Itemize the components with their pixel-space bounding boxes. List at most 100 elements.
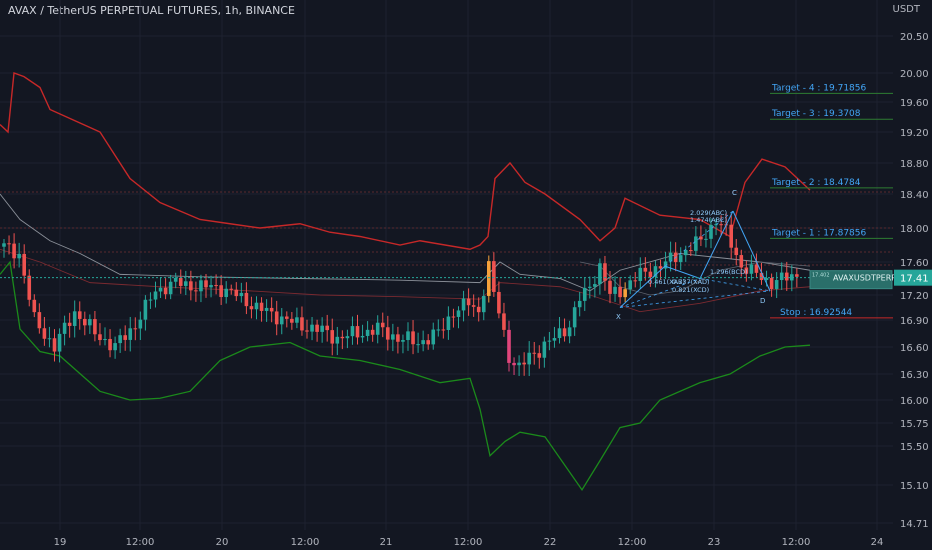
candle-body — [42, 328, 47, 339]
candle-body — [178, 277, 183, 286]
pattern-ratio-line — [664, 210, 734, 267]
candle-body — [32, 299, 37, 313]
candle-body — [638, 267, 643, 281]
pattern-leg — [619, 265, 666, 308]
candle-body — [37, 312, 42, 329]
candle-body — [163, 287, 168, 295]
candle-body — [274, 311, 279, 325]
candle-body — [194, 290, 198, 292]
candle-body — [249, 306, 254, 310]
candle-body — [108, 338, 112, 351]
price-tick-label: 15.10 — [900, 481, 929, 492]
candle-body — [2, 243, 6, 247]
candle-body — [719, 224, 723, 226]
candle-body — [608, 280, 612, 294]
candle-body — [446, 316, 451, 331]
price-tick-label: 18.80 — [900, 159, 929, 170]
current-price-badge — [894, 269, 932, 286]
upper-band-line — [0, 72, 811, 250]
price-tick-label: 14.71 — [900, 519, 929, 530]
candle-body — [269, 307, 274, 312]
time-tick-label: 12:00 — [782, 537, 811, 548]
candle-body — [466, 298, 471, 306]
candle-body — [310, 324, 314, 332]
candle-body — [714, 224, 718, 226]
candle-body — [461, 298, 466, 311]
candle-body — [62, 322, 67, 334]
time-tick-label: 19 — [54, 537, 67, 548]
lower-band-line — [0, 260, 811, 492]
candle-body — [355, 326, 360, 338]
target-stop-levels: Target - 4 : 19.71856 Target - 3 : 19.370… — [0, 83, 896, 319]
candle-body — [199, 280, 203, 292]
pattern-point-c: C — [732, 189, 737, 197]
price-axis[interactable]: 20.50 20.00 19.60 19.20 18.80 18.40 18.00 17.60… — [894, 32, 932, 530]
price-tick-label: 17.60 — [900, 258, 929, 269]
candle-body — [365, 329, 370, 336]
candle-body — [153, 291, 158, 300]
candle-body — [57, 333, 62, 352]
candle-body — [522, 362, 526, 365]
candle-body — [694, 236, 698, 251]
candle-body — [17, 253, 21, 259]
candle-body — [12, 243, 16, 259]
time-tick-label: 12:00 — [291, 537, 320, 548]
candle-body — [603, 263, 607, 281]
candle-body — [290, 318, 294, 323]
candle-body — [537, 353, 542, 358]
candle-body — [391, 334, 395, 340]
candle-body — [168, 281, 173, 295]
candle-body — [663, 261, 668, 269]
candle-body — [375, 322, 380, 335]
candle-body — [628, 280, 632, 290]
candle-body — [668, 252, 673, 262]
candle-body — [229, 288, 234, 290]
candle-body — [502, 313, 506, 330]
candle-body — [133, 328, 138, 330]
candle-body — [406, 331, 410, 341]
candle-body — [598, 263, 602, 285]
candle-body — [658, 266, 663, 269]
candle-body — [113, 343, 117, 351]
candle-body — [401, 340, 405, 342]
price-tick-label: 18.00 — [900, 224, 929, 235]
candle-body — [764, 278, 769, 281]
candle-body — [593, 284, 597, 287]
candle-body — [325, 325, 329, 331]
candle-body — [769, 278, 774, 289]
candle-body — [204, 280, 208, 288]
candle-body — [754, 264, 759, 273]
price-tick-label: 19.20 — [900, 128, 929, 139]
candle-body — [7, 243, 11, 245]
time-axis[interactable]: 19 12:00 20 12:00 21 12:00 22 12:00 23 12:00 24 — [54, 537, 884, 548]
candle-body — [689, 250, 693, 252]
candle-body — [572, 307, 577, 328]
time-tick-label: 24 — [871, 537, 884, 548]
candle-body — [492, 261, 496, 292]
candle-body — [618, 286, 622, 298]
ratio-bcd-label: 1.296(BCD) — [710, 268, 748, 276]
candle-body — [320, 325, 324, 332]
candle-body — [547, 340, 552, 342]
candle-body — [744, 267, 749, 274]
candle-body — [749, 264, 754, 274]
current-price-label: 17.41 — [900, 274, 929, 285]
harmonic-pattern: X C D 2.029(ABC)1.474(ABC) 1.296(BCD) 0.461(X… — [616, 189, 771, 321]
candle-body — [27, 275, 32, 300]
candle-body — [411, 331, 415, 345]
candle-body — [451, 316, 456, 318]
candle-body — [795, 274, 799, 277]
price-tick-label: 15.75 — [900, 419, 929, 430]
ratio-abc2-label: 1.474(ABC) — [690, 216, 727, 224]
price-tick-label: 16.00 — [900, 396, 929, 407]
candle-body — [143, 299, 148, 320]
candle-body — [456, 310, 461, 317]
candle-body — [497, 291, 501, 314]
candle-body — [643, 267, 648, 272]
candle-body — [396, 334, 400, 342]
target-1-label: Target - 1 : 17.87856 — [771, 228, 867, 238]
candle-body — [83, 318, 87, 326]
candle-body — [285, 316, 289, 319]
pattern-ratio-line — [619, 290, 771, 308]
